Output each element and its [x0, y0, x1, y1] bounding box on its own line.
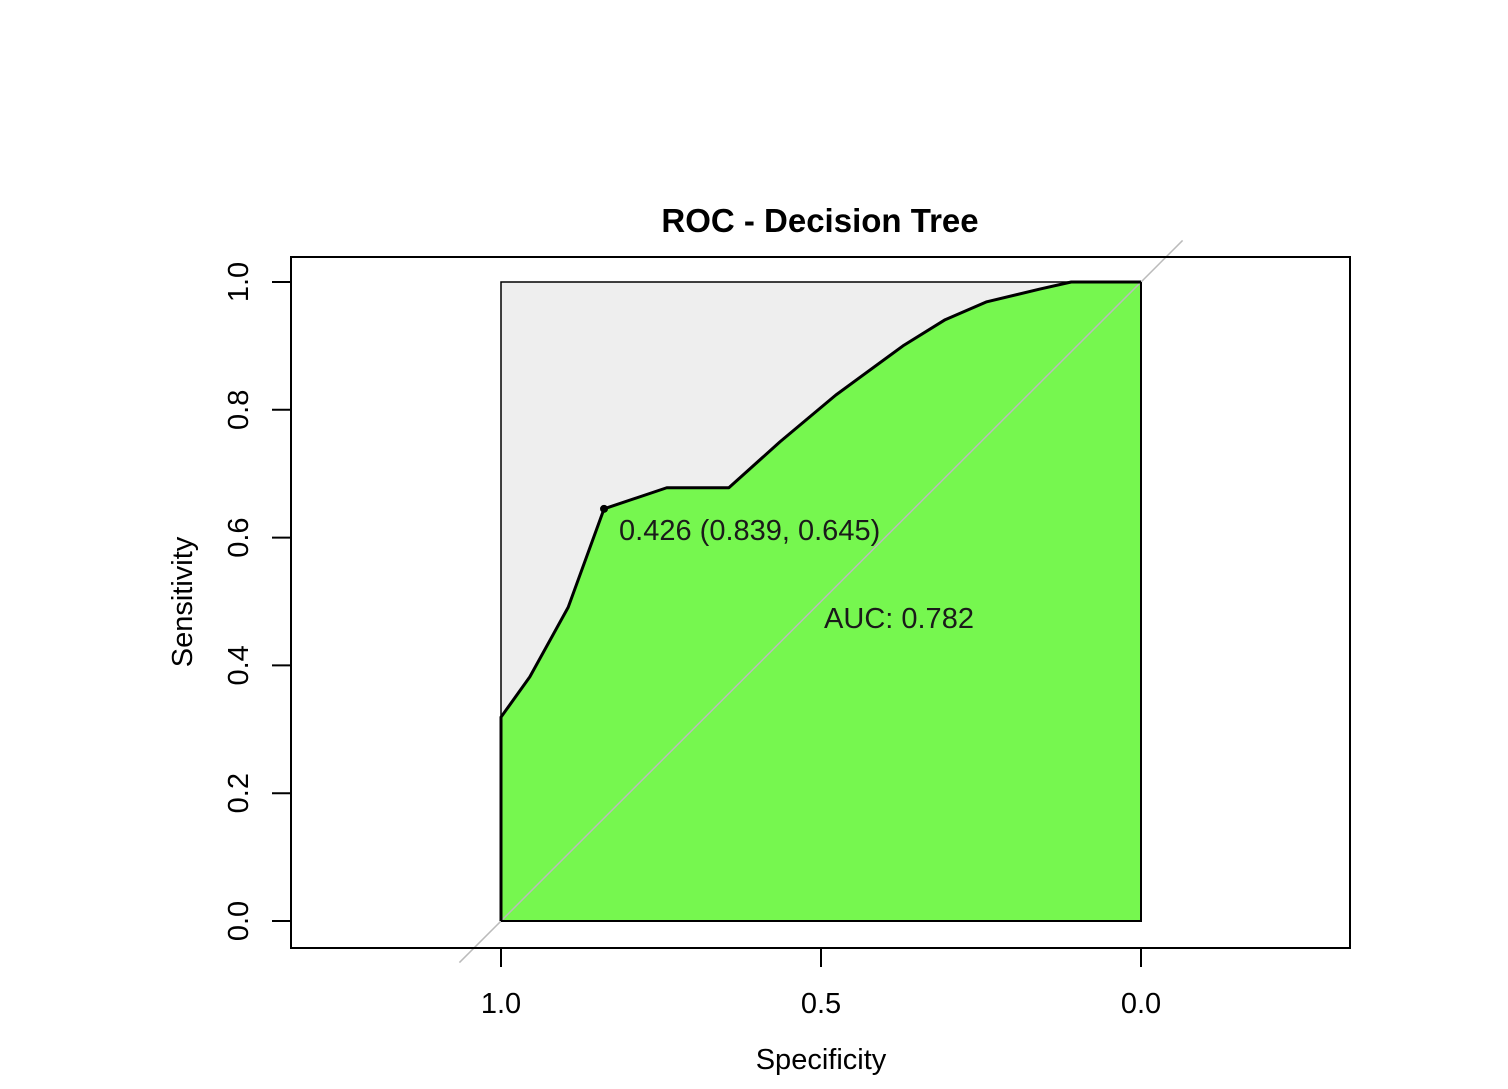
auc-label: AUC: 0.782	[824, 603, 974, 635]
y-tick-label: 0.6	[223, 517, 255, 557]
x-tick-label: 1.0	[481, 988, 521, 1020]
auc-polygon-border	[501, 282, 1142, 922]
y-axis-title: Sensitivity	[167, 536, 199, 667]
y-axis: 0.0 0.2 0.4 0.6 0.8 1.0	[223, 262, 291, 941]
y-tick-label: 0.8	[223, 390, 255, 430]
x-axis: 1.0 0.5 0.0	[481, 948, 1161, 1020]
y-tick-label: 0.4	[223, 645, 255, 685]
chart-title: ROC - Decision Tree	[661, 202, 978, 239]
reference-diagonal-line	[458, 239, 1184, 964]
best-threshold-point	[600, 504, 609, 513]
x-tick-label: 0.0	[1121, 988, 1161, 1020]
x-tick-label: 0.5	[801, 988, 841, 1020]
roc-curve-line	[499, 280, 1141, 921]
y-tick-label: 1.0	[223, 262, 255, 302]
best-threshold-label: 0.426 (0.839, 0.645)	[619, 515, 880, 547]
x-axis-title: Specificity	[756, 1044, 887, 1076]
y-tick-label: 0.0	[223, 901, 255, 941]
y-tick-label: 0.2	[223, 773, 255, 813]
